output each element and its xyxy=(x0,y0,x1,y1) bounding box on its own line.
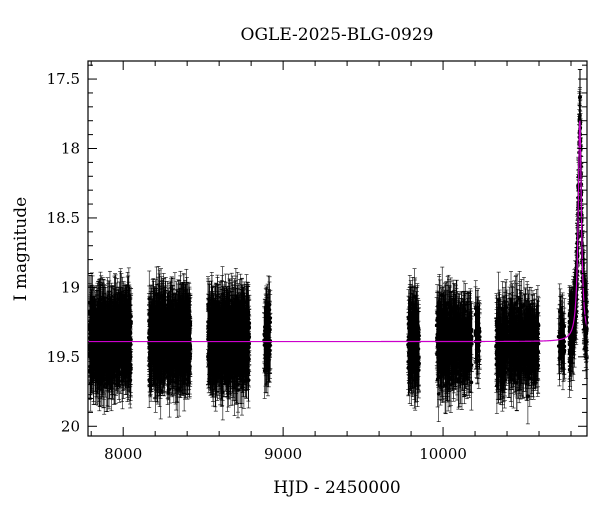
y-tick-label: 17.5 xyxy=(47,70,80,88)
x-axis-label: HJD - 2450000 xyxy=(273,478,401,498)
x-tick-label: 10000 xyxy=(419,445,467,463)
data-points-layer xyxy=(87,68,589,425)
x-tick-label: 9000 xyxy=(264,445,302,463)
chart-title: OGLE-2025-BLG-0929 xyxy=(241,25,434,45)
y-tick-label: 20 xyxy=(61,417,80,435)
y-tick-label: 19.5 xyxy=(47,348,80,366)
y-tick-label: 18 xyxy=(61,140,80,158)
x-tick-label: 8000 xyxy=(104,445,142,463)
y-tick-label: 19 xyxy=(61,278,80,296)
y-axis-label: I magnitude xyxy=(11,197,31,301)
y-tick-label: 18.5 xyxy=(47,209,80,227)
